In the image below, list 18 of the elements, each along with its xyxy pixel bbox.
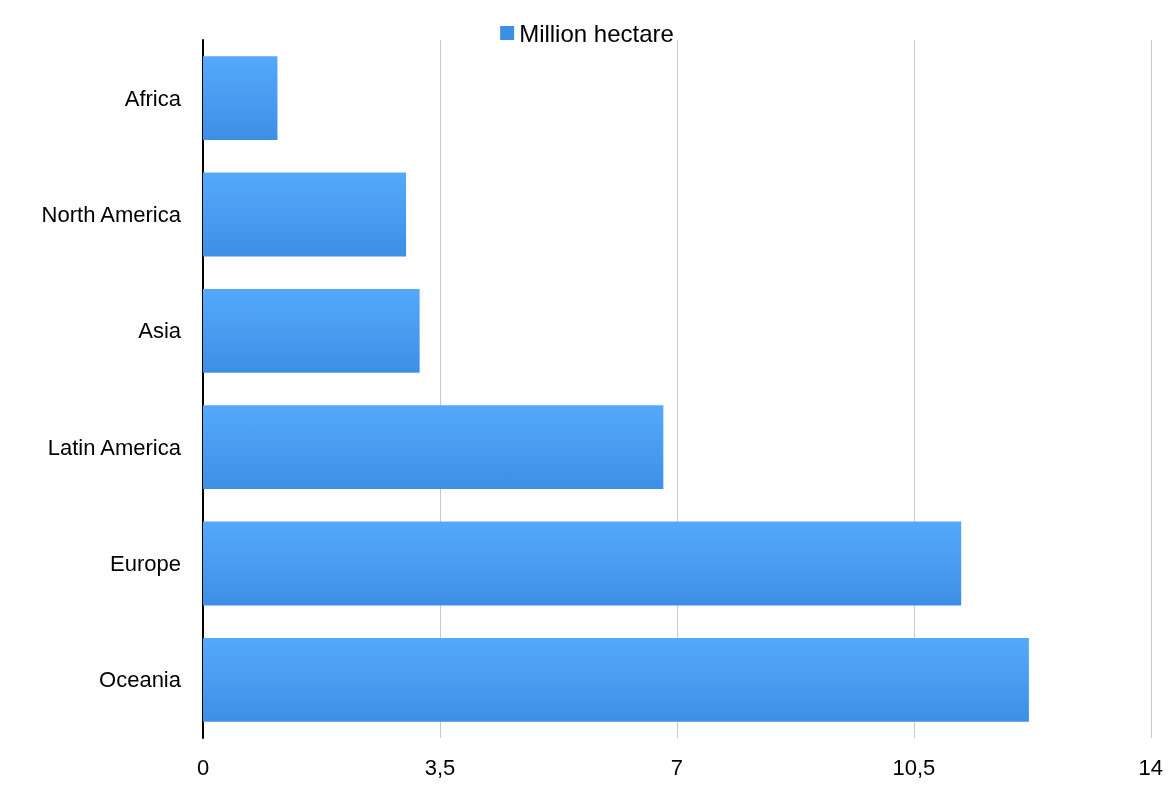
y-tick-label: Africa bbox=[124, 85, 182, 111]
bar bbox=[203, 288, 420, 373]
y-tick-label: Latin America bbox=[47, 434, 182, 460]
y-tick-label: Oceania bbox=[99, 667, 182, 693]
bar bbox=[203, 405, 664, 490]
bar bbox=[203, 637, 1029, 722]
legend-label: Million hectare bbox=[519, 19, 674, 47]
y-tick-label: Asia bbox=[138, 318, 182, 344]
x-tick-label: 10,5 bbox=[892, 754, 936, 780]
x-tick-label: 7 bbox=[670, 754, 684, 780]
bar bbox=[203, 56, 278, 141]
bar bbox=[203, 172, 407, 257]
x-tick-label: 0 bbox=[196, 754, 210, 780]
x-tick-label: 3,5 bbox=[424, 754, 456, 780]
x-tick-label: 14 bbox=[1138, 754, 1164, 780]
y-tick-label: Europe bbox=[110, 551, 181, 576]
bar bbox=[203, 521, 962, 606]
y-tick-label: North America bbox=[41, 202, 182, 227]
